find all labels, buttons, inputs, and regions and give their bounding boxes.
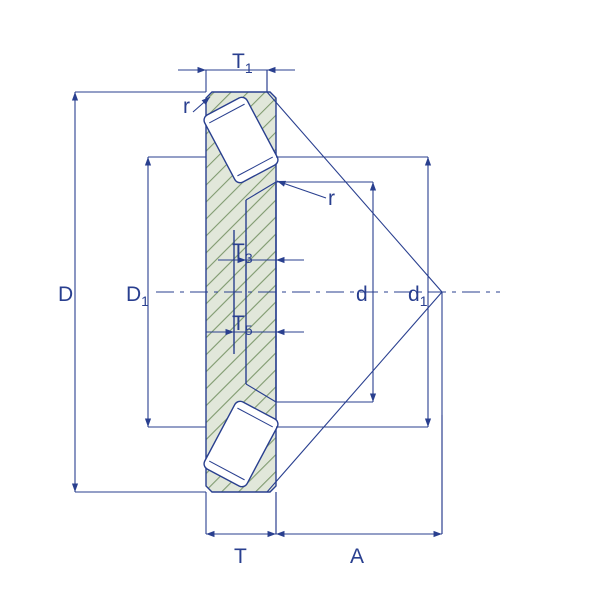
dim-label-d1: d1 xyxy=(408,283,427,309)
dim-label-A: A xyxy=(350,545,364,569)
dim-text: D xyxy=(58,283,73,306)
dim-text: T xyxy=(232,312,245,335)
dim-label-D: D xyxy=(58,283,73,307)
dim-label-T: T xyxy=(234,545,247,569)
drawing-svg xyxy=(0,0,600,600)
dim-text: r xyxy=(183,95,190,118)
dim-sub: 1 xyxy=(420,293,428,309)
dim-label-r_top: r xyxy=(183,95,190,119)
dim-label-d: d xyxy=(356,283,368,307)
dim-label-T5: T5 xyxy=(232,312,253,338)
dim-label-D1: D1 xyxy=(126,283,149,309)
dim-text: d xyxy=(408,283,420,306)
dim-sub: 1 xyxy=(245,60,253,76)
dim-label-T1: T1 xyxy=(232,50,253,76)
dim-text: T xyxy=(234,545,247,568)
dim-sub: 5 xyxy=(245,322,253,338)
dim-text: r xyxy=(328,187,335,210)
dim-label-T3: T3 xyxy=(232,240,253,266)
dim-text: d xyxy=(356,283,368,306)
dim-text: T xyxy=(232,50,245,73)
dim-text: T xyxy=(232,240,245,263)
dim-sub: 3 xyxy=(245,250,253,266)
dim-text: A xyxy=(350,545,364,568)
dim-text: D xyxy=(126,283,141,306)
diagram-stage: DD1dd1T1T3T5TArr xyxy=(0,0,600,600)
dim-label-r_mid: r xyxy=(328,187,335,211)
dim-sub: 1 xyxy=(141,293,149,309)
